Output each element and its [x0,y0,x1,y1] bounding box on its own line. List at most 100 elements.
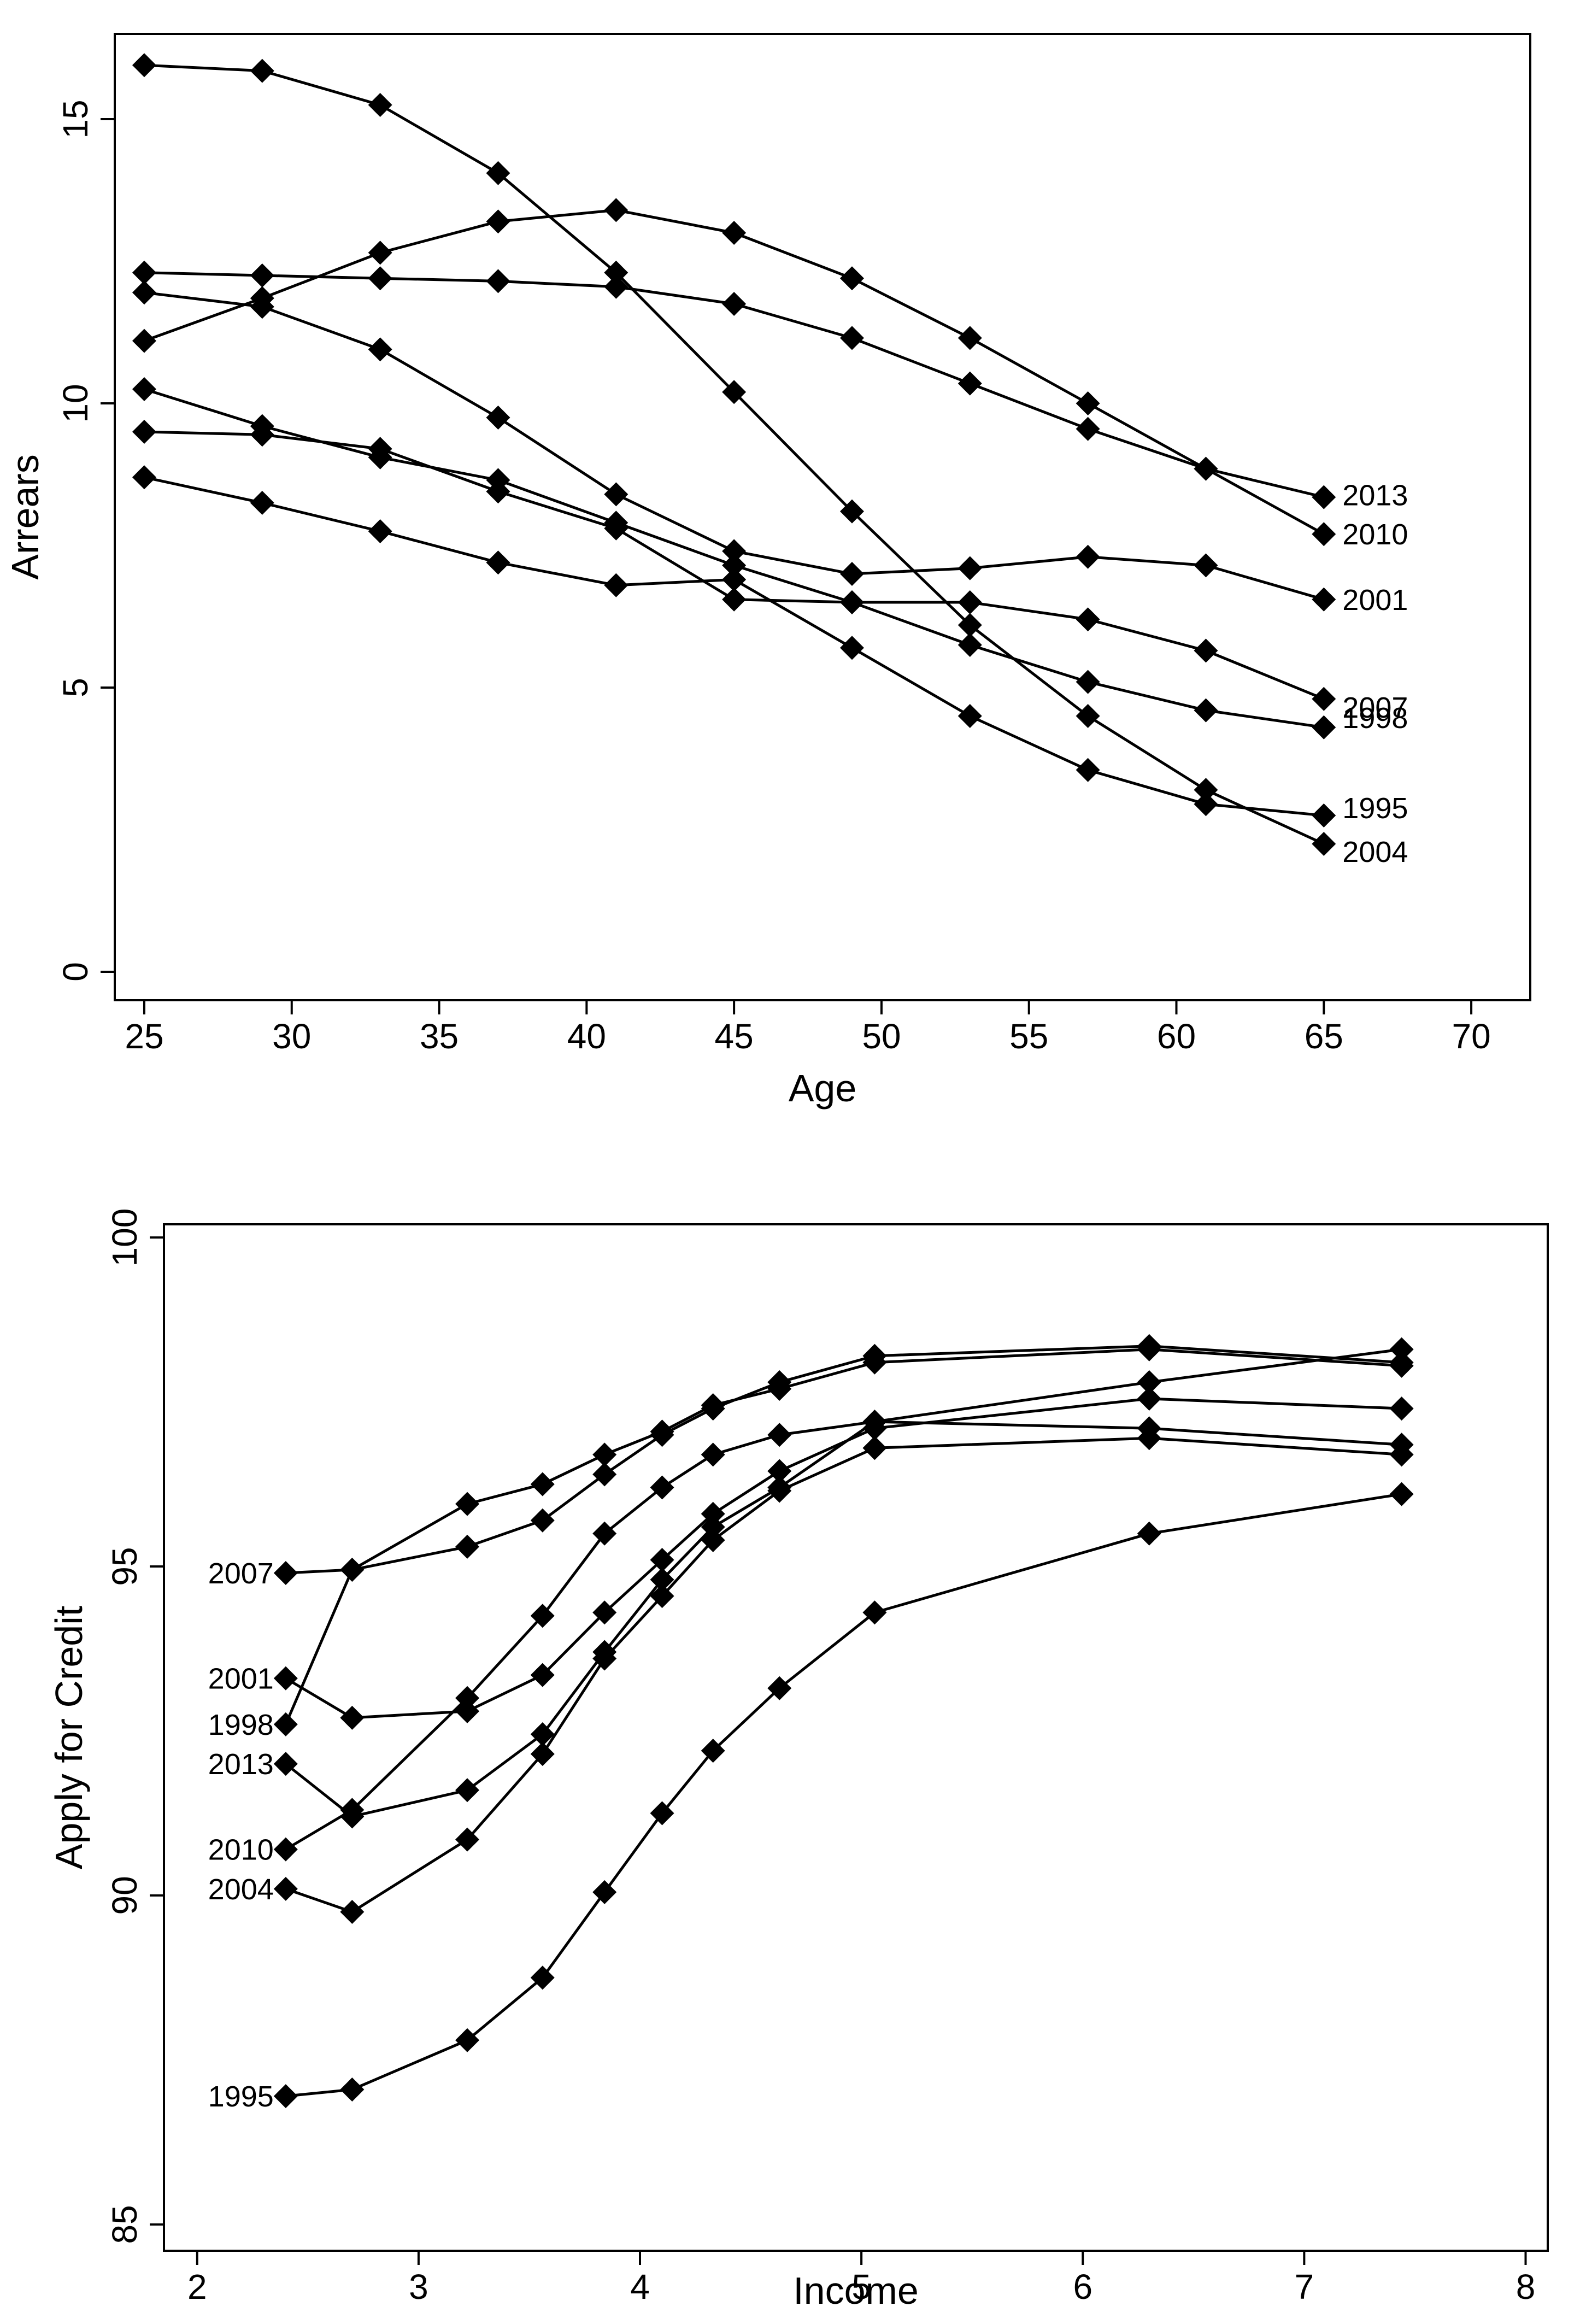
data-point [368,519,392,543]
data-point [1194,553,1218,578]
data-point [1312,832,1336,856]
data-point [250,58,274,83]
data-point [486,406,510,430]
data-point [958,590,982,614]
x-tick-label: 35 [420,1017,459,1056]
data-point [132,328,156,353]
data-point [368,93,392,117]
x-tick-label: 2 [187,2267,207,2307]
data-point [592,1600,617,1625]
series-label-2004: 2004 [208,1873,274,1906]
data-point [486,209,510,234]
data-point [273,1752,298,1776]
data-point [1389,1442,1414,1467]
data-point [530,1965,555,1990]
data-point [250,491,274,515]
series-label-2013: 2013 [208,1748,274,1781]
data-point [250,295,274,319]
series-label-2010: 2010 [208,1834,274,1867]
data-point [1076,544,1100,569]
data-point [530,1722,555,1746]
x-tick-label: 6 [1073,2267,1092,2307]
data-point [862,1350,887,1375]
data-point [273,1666,298,1691]
x-axis-title: Income [793,2269,919,2312]
y-tick-label: 95 [105,1547,144,1586]
x-tick-label: 45 [715,1017,754,1056]
y-tick-label: 100 [105,1208,144,1267]
data-point [250,263,274,287]
data-point [722,221,747,245]
data-point [1312,485,1336,509]
data-point [273,2084,298,2109]
x-tick-label: 8 [1516,2267,1536,2307]
series-label-1998: 1998 [208,1709,274,1741]
data-point [1137,1387,1161,1411]
data-point [958,371,982,396]
data-point [767,1478,792,1503]
data-point [1389,1396,1414,1421]
data-point [455,1534,480,1559]
y-tick-label: 15 [56,99,95,138]
data-point [1194,456,1218,481]
series-label-1995: 1995 [1342,792,1408,825]
data-point [1076,391,1100,415]
x-tick-label: 65 [1305,1017,1343,1056]
data-point [604,260,628,285]
data-point [132,420,156,444]
data-point [958,556,982,580]
data-point [604,516,628,541]
series-label-1995: 1995 [208,2080,274,2113]
data-point [1194,778,1218,802]
x-tick-label: 40 [567,1017,606,1056]
y-tick-label: 5 [56,678,95,697]
data-point [592,1521,617,1546]
data-point [958,704,982,728]
y-tick-label: 0 [56,962,95,982]
series-2013: 2013 [132,260,1408,512]
x-tick-label: 60 [1157,1017,1196,1056]
data-point [650,1568,674,1592]
data-point [1076,416,1100,441]
data-point [862,1410,887,1434]
data-point [701,1515,725,1539]
series-label-2007: 2007 [1342,691,1408,724]
x-axis-title: Age [789,1067,857,1110]
data-point [650,1801,674,1826]
data-point [455,2028,480,2052]
data-point [650,1419,674,1444]
data-point [132,53,156,78]
data-point [250,422,274,447]
data-point [340,2077,365,2102]
series-label-2007: 2007 [208,1557,274,1590]
data-point [592,1462,617,1487]
data-point [1076,607,1100,632]
y-tick-label: 90 [105,1876,144,1915]
data-point [1076,704,1100,728]
data-point [1194,638,1218,663]
data-point [132,260,156,285]
data-point [455,1492,480,1516]
data-point [273,1561,298,1586]
data-point [604,482,628,507]
data-point [486,550,510,575]
data-point [701,1393,725,1418]
data-point [273,1837,298,1862]
data-point [862,1436,887,1460]
data-point [701,1739,725,1763]
series-2004: 2004 [208,1426,1414,1924]
data-point [340,1705,365,1730]
y-axis-title: Apply for Credit [48,1606,90,1869]
data-point [1389,1337,1414,1361]
data-point [273,1712,298,1736]
data-point [1076,758,1100,782]
data-point [604,274,628,299]
x-tick-label: 25 [125,1017,163,1056]
data-point [1137,1521,1161,1546]
series-2001: 2001 [208,1387,1414,1730]
data-point [1389,1353,1414,1378]
y-tick-label: 10 [56,384,95,422]
data-point [530,1508,555,1533]
y-tick-label: 85 [105,2205,144,2244]
